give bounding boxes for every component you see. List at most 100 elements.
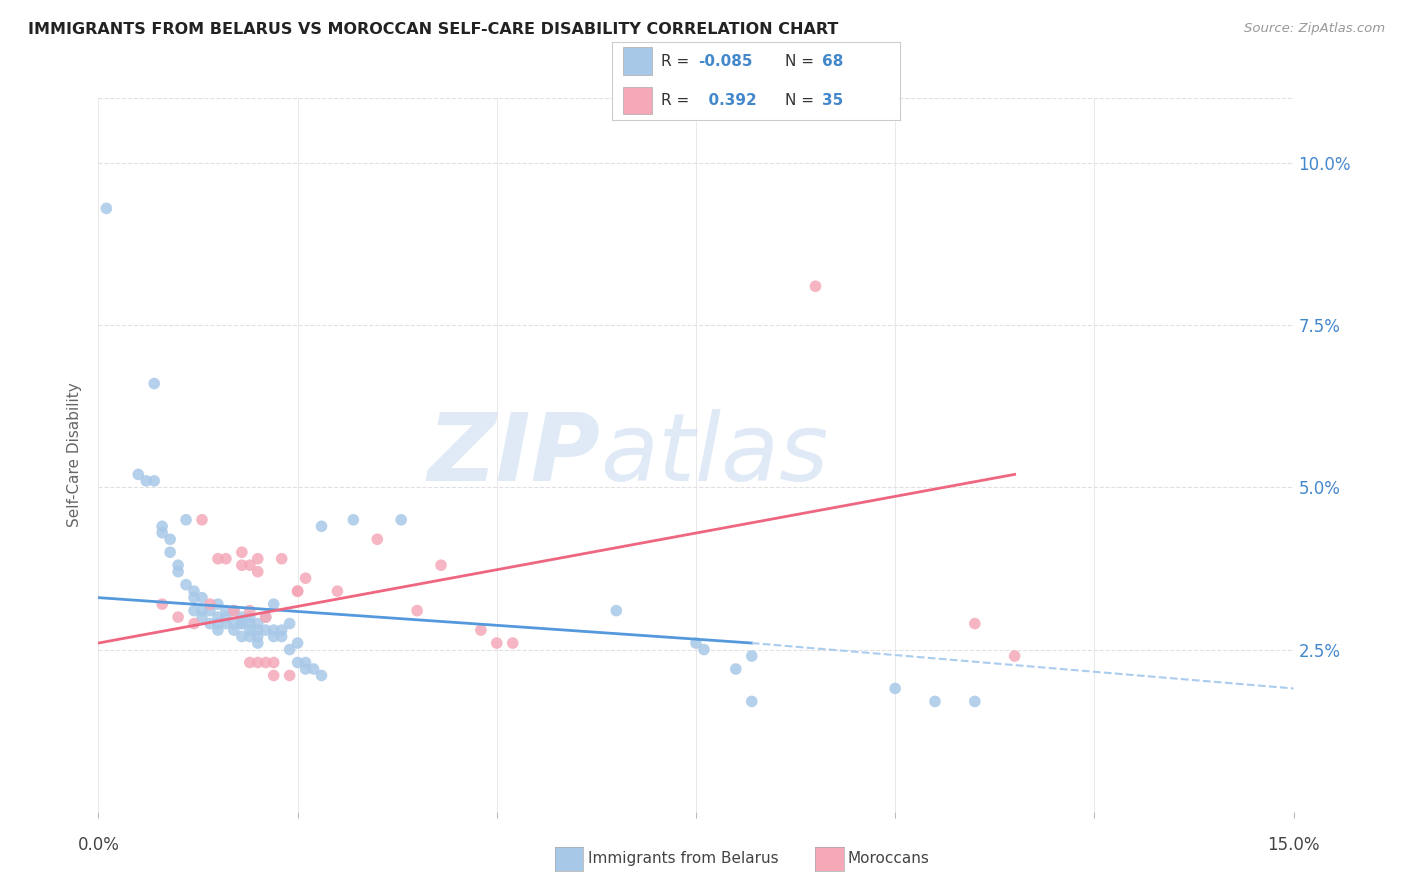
- Point: [150, 525, 173, 540]
- Point: [231, 610, 253, 624]
- Point: [470, 623, 492, 637]
- Point: [270, 630, 292, 644]
- Point: [207, 551, 229, 566]
- Point: [963, 694, 986, 708]
- Point: [167, 565, 190, 579]
- Point: [222, 604, 245, 618]
- Point: [246, 565, 269, 579]
- Point: [263, 668, 285, 682]
- Point: [159, 533, 181, 547]
- Text: N =: N =: [785, 93, 818, 108]
- Point: [222, 623, 245, 637]
- Point: [287, 584, 309, 599]
- Point: [207, 616, 229, 631]
- Text: Immigrants from Belarus: Immigrants from Belarus: [588, 852, 779, 866]
- Text: Source: ZipAtlas.com: Source: ZipAtlas.com: [1244, 22, 1385, 36]
- Point: [389, 513, 412, 527]
- Point: [127, 467, 149, 482]
- Point: [294, 656, 316, 670]
- Text: IMMIGRANTS FROM BELARUS VS MOROCCAN SELF-CARE DISABILITY CORRELATION CHART: IMMIGRANTS FROM BELARUS VS MOROCCAN SELF…: [28, 22, 838, 37]
- Point: [724, 662, 747, 676]
- Text: 15.0%: 15.0%: [1267, 836, 1320, 854]
- Point: [278, 616, 301, 631]
- Point: [231, 558, 253, 573]
- Point: [167, 558, 190, 573]
- Point: [215, 604, 238, 618]
- Y-axis label: Self-Care Disability: Self-Care Disability: [67, 383, 83, 527]
- Point: [231, 630, 253, 644]
- Point: [741, 694, 763, 708]
- Point: [263, 630, 285, 644]
- Point: [239, 616, 262, 631]
- Point: [278, 642, 301, 657]
- Text: 0.392: 0.392: [699, 93, 756, 108]
- Point: [246, 551, 269, 566]
- Point: [150, 597, 173, 611]
- Point: [207, 623, 229, 637]
- Point: [191, 604, 214, 618]
- Point: [254, 656, 277, 670]
- Point: [246, 636, 269, 650]
- Point: [239, 656, 262, 670]
- Point: [231, 616, 253, 631]
- Point: [239, 623, 262, 637]
- Point: [222, 616, 245, 631]
- Point: [215, 551, 238, 566]
- Point: [278, 668, 301, 682]
- Point: [198, 597, 221, 611]
- Point: [605, 604, 627, 618]
- Point: [183, 584, 205, 599]
- Point: [406, 604, 429, 618]
- Point: [246, 616, 269, 631]
- Point: [311, 668, 333, 682]
- Point: [311, 519, 333, 533]
- Text: atlas: atlas: [600, 409, 828, 500]
- Text: ZIP: ZIP: [427, 409, 600, 501]
- Text: Moroccans: Moroccans: [848, 852, 929, 866]
- Text: R =: R =: [661, 93, 693, 108]
- Point: [884, 681, 907, 696]
- Text: R =: R =: [661, 54, 693, 69]
- Text: 0.0%: 0.0%: [77, 836, 120, 854]
- Point: [294, 662, 316, 676]
- Point: [191, 513, 214, 527]
- Point: [485, 636, 508, 650]
- Point: [239, 604, 262, 618]
- Point: [215, 616, 238, 631]
- Point: [183, 616, 205, 631]
- Point: [302, 662, 325, 676]
- Point: [96, 202, 118, 216]
- Point: [1004, 648, 1026, 663]
- Point: [502, 636, 524, 650]
- Point: [366, 533, 388, 547]
- Point: [263, 656, 285, 670]
- Point: [254, 623, 277, 637]
- Point: [222, 604, 245, 618]
- Point: [198, 616, 221, 631]
- Point: [294, 571, 316, 585]
- Text: 68: 68: [823, 54, 844, 69]
- Point: [254, 610, 277, 624]
- Point: [246, 623, 269, 637]
- Point: [270, 551, 292, 566]
- Point: [150, 519, 173, 533]
- Point: [215, 610, 238, 624]
- Point: [246, 630, 269, 644]
- Point: [263, 597, 285, 611]
- Point: [183, 604, 205, 618]
- Point: [263, 623, 285, 637]
- Point: [685, 636, 707, 650]
- Point: [183, 591, 205, 605]
- Text: -0.085: -0.085: [699, 54, 752, 69]
- Point: [963, 616, 986, 631]
- Point: [174, 577, 197, 591]
- Point: [287, 656, 309, 670]
- Point: [804, 279, 827, 293]
- Point: [254, 610, 277, 624]
- Point: [207, 610, 229, 624]
- Point: [167, 610, 190, 624]
- Point: [287, 584, 309, 599]
- Point: [135, 474, 157, 488]
- Point: [207, 597, 229, 611]
- Point: [430, 558, 453, 573]
